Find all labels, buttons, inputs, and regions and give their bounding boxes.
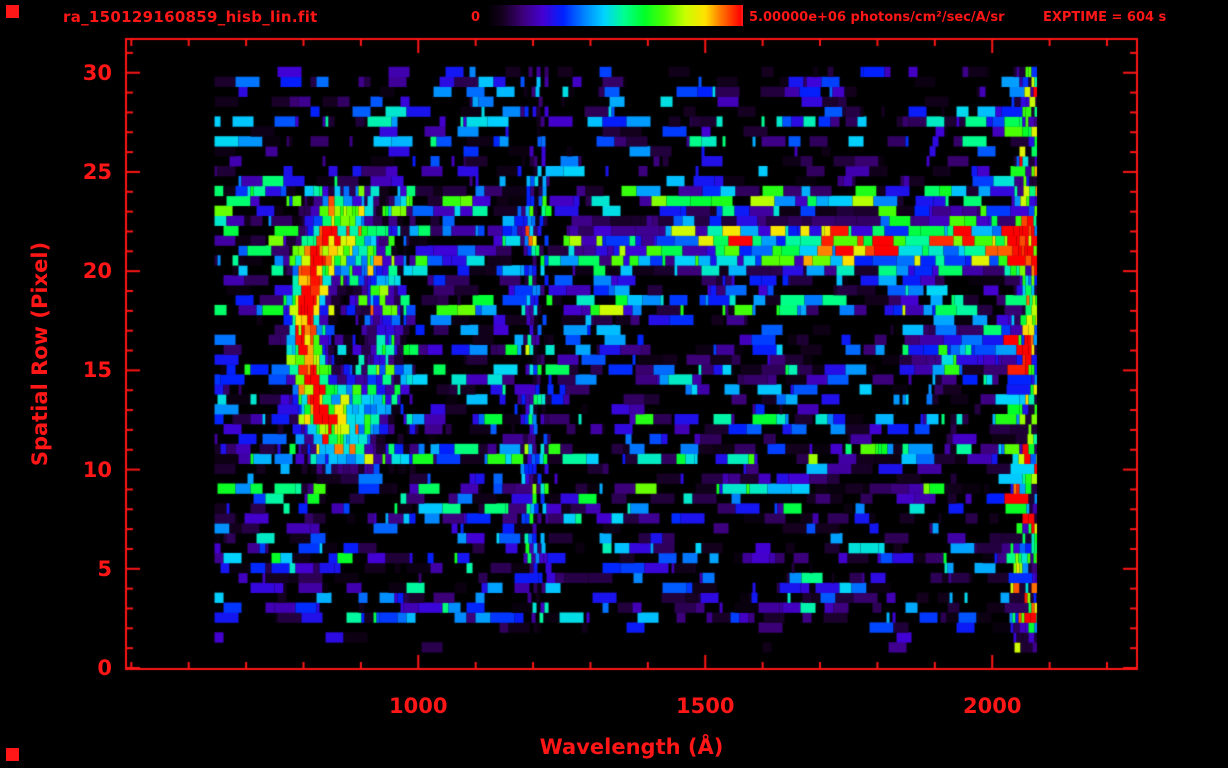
x-tick-label: 2000 [962, 694, 1022, 718]
colorbar-max-label: 5.00000e+06 photons/cm²/sec/A/sr [749, 10, 1005, 25]
y-tick-label: 20 [82, 259, 112, 284]
y-tick-label: 0 [97, 656, 112, 681]
colorbar-min-label: 0 [470, 10, 480, 25]
x-tick-label: 1500 [676, 694, 735, 718]
y-tick-label: 25 [82, 159, 112, 184]
exptime-label: EXPTIME = 604 s [1043, 10, 1167, 25]
colorbar-gradient [487, 5, 743, 26]
y-axis-label: Spatial Row (Pixel) [28, 241, 52, 467]
y-tick-label: 5 [97, 556, 112, 581]
y-tick-label: 30 [82, 60, 112, 85]
y-tick-label: 10 [82, 457, 112, 482]
corner-marker-top-left [6, 5, 19, 18]
x-axis-label: Wavelength (Å) [539, 735, 724, 759]
y-tick-label: 15 [82, 358, 112, 383]
file-title: ra_150129160859_hisb_lin.fit [63, 8, 318, 26]
corner-marker-bottom-left [6, 748, 19, 761]
x-tick-label: 1000 [389, 694, 448, 718]
